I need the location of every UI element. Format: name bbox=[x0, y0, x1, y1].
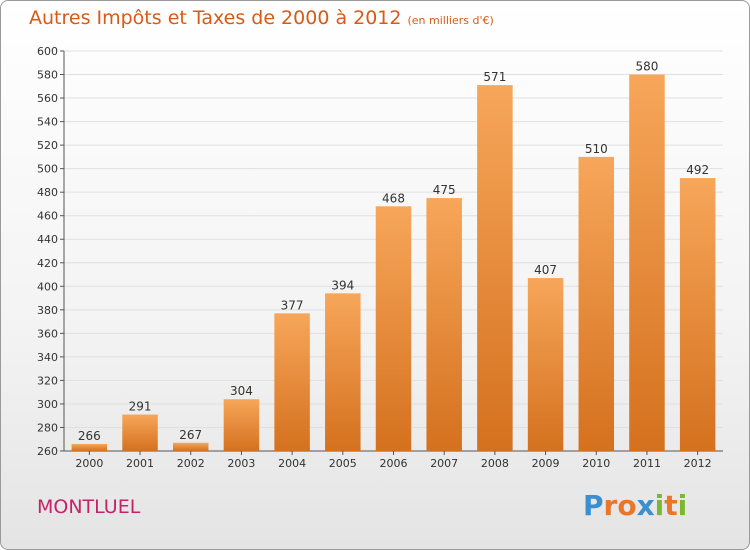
location-name: MONTLUEL bbox=[37, 496, 141, 518]
proxiti-logo: Proxiti bbox=[583, 489, 687, 522]
x-tick-label: 2012 bbox=[684, 457, 712, 470]
bar bbox=[629, 74, 665, 451]
x-tick-label: 2011 bbox=[633, 457, 661, 470]
y-tick-label: 520 bbox=[37, 139, 58, 152]
logo-letter: t bbox=[664, 489, 678, 522]
y-tick-label: 320 bbox=[37, 374, 58, 387]
x-tick-label: 2010 bbox=[582, 457, 610, 470]
bar bbox=[122, 414, 158, 451]
bar-value-label: 492 bbox=[686, 163, 709, 177]
bar bbox=[274, 313, 310, 451]
bar-value-label: 475 bbox=[433, 183, 456, 197]
logo-letter: r bbox=[603, 489, 618, 522]
bar bbox=[325, 293, 361, 451]
bar-value-label: 267 bbox=[179, 428, 202, 442]
x-tick-label: 2009 bbox=[532, 457, 560, 470]
bar-value-label: 468 bbox=[382, 191, 405, 205]
y-tick-label: 360 bbox=[37, 327, 58, 340]
y-tick-label: 460 bbox=[37, 210, 58, 223]
x-tick-label: 2002 bbox=[177, 457, 205, 470]
logo-letter: P bbox=[583, 489, 604, 522]
label-layer: 266 2000 291 2001 267 2002 304 2003 377 2004 394 20… bbox=[75, 60, 711, 470]
bar bbox=[679, 178, 716, 451]
bar bbox=[527, 278, 564, 451]
title-text: Autres Impôts et Taxes de 2000 à 2012 bbox=[29, 7, 402, 29]
x-tick-label: 2003 bbox=[227, 457, 255, 470]
bar-value-label: 407 bbox=[534, 263, 557, 277]
y-tick-label: 600 bbox=[37, 45, 58, 58]
y-tick-label: 300 bbox=[37, 398, 58, 411]
bar-value-label: 304 bbox=[230, 384, 253, 398]
x-tick-label: 2008 bbox=[481, 457, 509, 470]
x-tick-label: 2005 bbox=[329, 457, 357, 470]
y-tick-label: 500 bbox=[37, 163, 58, 176]
bar bbox=[172, 442, 209, 451]
unit-note: (en milliers d'€) bbox=[407, 14, 494, 27]
bar bbox=[223, 399, 260, 451]
logo-letter: i bbox=[654, 489, 665, 522]
logo-letter: o bbox=[617, 489, 637, 522]
bar bbox=[375, 206, 412, 451]
y-tick-label: 580 bbox=[37, 69, 58, 82]
bar-value-label: 266 bbox=[78, 429, 101, 443]
bar-value-label: 580 bbox=[636, 60, 659, 74]
bar bbox=[477, 85, 513, 451]
y-tick-label: 420 bbox=[37, 257, 58, 270]
bar bbox=[426, 198, 462, 451]
x-tick-label: 2001 bbox=[126, 457, 154, 470]
y-tick-label: 400 bbox=[37, 280, 58, 293]
chart-title: Autres Impôts et Taxes de 2000 à 2012 (en… bbox=[29, 7, 494, 29]
y-tick-label: 440 bbox=[37, 233, 58, 246]
y-tick-label: 560 bbox=[37, 92, 58, 105]
y-tick-label: 480 bbox=[37, 186, 58, 199]
x-tick-label: 2004 bbox=[278, 457, 306, 470]
bar-value-label: 377 bbox=[281, 298, 304, 312]
y-tick-label: 540 bbox=[37, 116, 58, 129]
x-tick-label: 2000 bbox=[75, 457, 103, 470]
y-tick-label: 380 bbox=[37, 304, 58, 317]
x-tick-label: 2007 bbox=[430, 457, 458, 470]
bar-layer bbox=[71, 74, 716, 451]
bar-value-label: 394 bbox=[331, 278, 354, 292]
y-tick-label: 340 bbox=[37, 351, 58, 364]
bar-value-label: 510 bbox=[585, 142, 608, 156]
bar-value-label: 571 bbox=[483, 70, 506, 84]
bar bbox=[71, 443, 108, 451]
logo-letter: x bbox=[636, 489, 655, 522]
x-tick-label: 2006 bbox=[380, 457, 408, 470]
logo-letter: i bbox=[677, 489, 688, 522]
bar bbox=[578, 156, 615, 451]
bar-value-label: 291 bbox=[129, 400, 152, 414]
y-tick-label: 280 bbox=[37, 421, 58, 434]
y-tick-label: 260 bbox=[37, 445, 58, 458]
